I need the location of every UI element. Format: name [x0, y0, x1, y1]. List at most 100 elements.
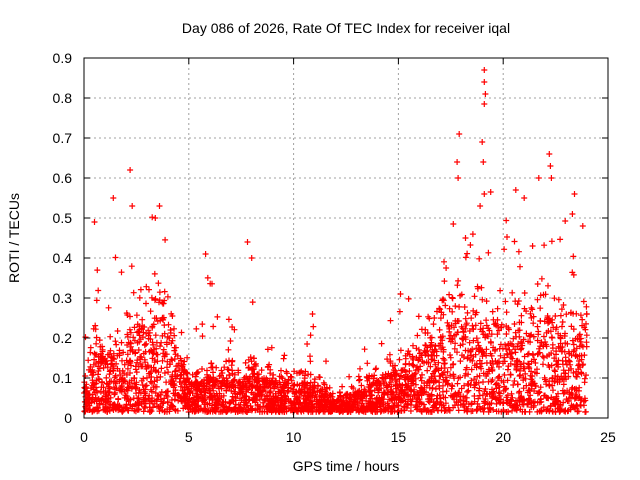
data-point [579, 223, 586, 229]
data-point [464, 388, 471, 395]
data-point [171, 347, 178, 354]
data-point [124, 384, 131, 391]
data-point [136, 387, 143, 393]
data-point [483, 317, 490, 324]
data-point [413, 354, 420, 361]
data-point [496, 358, 502, 365]
data-point [456, 131, 463, 137]
data-point [238, 408, 244, 415]
data-point [378, 385, 385, 392]
data-point [150, 350, 157, 357]
data-point [552, 409, 559, 415]
data-point [107, 367, 114, 374]
data-point [448, 385, 455, 392]
data-point [177, 375, 184, 382]
data-point [170, 403, 177, 410]
data-point [368, 373, 375, 380]
data-point [381, 379, 388, 386]
data-point [156, 299, 162, 306]
data-point [95, 371, 101, 378]
data-point [88, 399, 95, 406]
data-point [338, 398, 345, 405]
data-point [551, 355, 558, 362]
data-point [415, 346, 422, 353]
data-point [484, 391, 491, 398]
data-point [221, 377, 228, 384]
data-point [92, 322, 99, 329]
plot-frame [83, 57, 609, 419]
data-point [117, 372, 124, 378]
data-point [581, 375, 588, 382]
data-point [465, 387, 472, 394]
data-point [214, 378, 221, 385]
data-point [496, 363, 502, 370]
data-point [566, 350, 573, 357]
data-point [143, 340, 150, 347]
data-point [242, 397, 249, 404]
data-point [389, 375, 396, 382]
data-point [305, 389, 312, 396]
data-point [150, 321, 157, 328]
data-point [476, 387, 482, 394]
data-point [401, 404, 408, 411]
data-point [534, 351, 541, 358]
data-point [559, 323, 565, 330]
data-point [92, 394, 99, 401]
data-point [164, 293, 171, 300]
data-point [537, 396, 544, 403]
data-point [209, 280, 215, 287]
data-point [521, 305, 528, 312]
data-point [439, 333, 446, 340]
data-point [463, 405, 470, 412]
y-tick-label: 0.8 [53, 90, 73, 106]
data-point [264, 346, 271, 353]
data-point [566, 395, 573, 402]
chart-title: Day 086 of 2026, Rate Of TEC Index for r… [182, 20, 510, 36]
data-point [261, 397, 268, 404]
data-point [435, 367, 442, 374]
data-point [546, 382, 553, 389]
data-point [478, 284, 485, 291]
data-point [436, 305, 443, 312]
data-point [436, 326, 443, 333]
data-point [441, 357, 448, 363]
data-point [569, 211, 576, 217]
data-point [311, 376, 318, 383]
data-point [432, 342, 439, 349]
data-point [557, 312, 564, 319]
data-point [276, 373, 283, 380]
data-point [288, 374, 295, 381]
data-point [561, 348, 568, 355]
data-point [511, 321, 518, 327]
data-point [406, 368, 413, 374]
data-point [534, 366, 540, 373]
data-point [159, 357, 166, 364]
data-point [193, 393, 200, 400]
data-point [509, 289, 516, 296]
data-point [511, 378, 518, 384]
data-point [225, 316, 232, 323]
data-point [549, 316, 556, 323]
data-point [555, 296, 562, 303]
data-point [389, 404, 396, 411]
data-point [238, 388, 245, 395]
data-point [555, 405, 562, 412]
data-point [422, 326, 429, 333]
data-point [158, 404, 164, 411]
data-point [91, 219, 98, 225]
data-point [502, 386, 509, 393]
data-point [392, 362, 398, 369]
data-point [231, 326, 238, 333]
data-point [466, 339, 473, 346]
data-point [235, 369, 242, 376]
data-point [468, 315, 475, 322]
data-point [489, 389, 496, 396]
data-point [111, 391, 118, 398]
data-point [307, 332, 314, 339]
data-point [377, 397, 384, 404]
data-point [184, 354, 191, 361]
data-point [548, 175, 555, 181]
data-point [181, 358, 188, 365]
data-point [92, 380, 99, 387]
data-point [346, 373, 353, 380]
